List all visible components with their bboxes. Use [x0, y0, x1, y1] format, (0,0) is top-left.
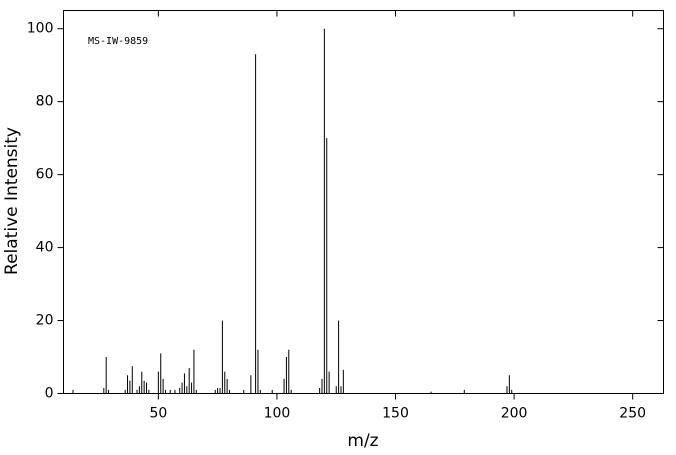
- plot-frame: [63, 10, 664, 394]
- y-axis-label: Relative Intensity: [2, 127, 22, 275]
- x-tick-label: 200: [501, 406, 528, 422]
- y-tick-label: 80: [36, 94, 54, 110]
- y-tick-label: 40: [36, 240, 54, 256]
- y-tick-label: 20: [36, 313, 54, 329]
- annotation: MS-IW-9859: [88, 36, 148, 47]
- x-tick-label: 150: [382, 406, 409, 422]
- x-tick-label: 100: [264, 406, 291, 422]
- y-tick-label: 0: [45, 386, 54, 402]
- x-tick-label: 250: [619, 406, 646, 422]
- y-tick-label: 60: [36, 167, 54, 183]
- y-tick-label: 100: [27, 21, 54, 37]
- x-axis-label: m/z: [347, 431, 378, 451]
- x-tick-label: 50: [149, 406, 167, 422]
